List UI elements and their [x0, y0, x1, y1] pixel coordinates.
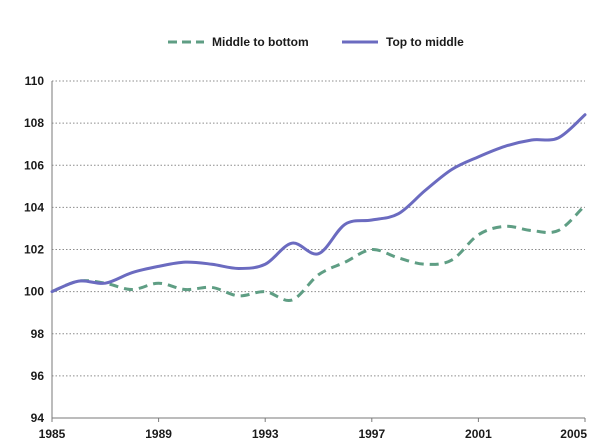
series-lines: [50, 113, 587, 303]
x-tick-label: 2001: [465, 427, 492, 441]
y-tick-label: 110: [25, 74, 45, 88]
legend-label: Top to middle: [386, 35, 464, 49]
series-line-top-to-middle: [50, 113, 587, 294]
legend-label: Middle to bottom: [212, 35, 309, 49]
axes: [51, 81, 586, 422]
y-tick-label: 102: [24, 243, 44, 257]
y-tick-labels: 94 96 98 100 102 104 106 108 110: [24, 74, 44, 425]
legend: Middle to bottom Top to middle: [168, 35, 464, 49]
y-tick-label: 108: [24, 116, 44, 130]
x-tick-label: 1993: [252, 427, 279, 441]
x-tick-label: 1997: [358, 427, 385, 441]
x-tick-label: 1985: [39, 427, 66, 441]
grid-lines: [52, 80, 585, 419]
y-tick-label: 96: [31, 369, 45, 383]
y-tick-label: 106: [24, 158, 44, 172]
y-tick-label: 94: [31, 411, 45, 425]
x-tick-label: 1989: [145, 427, 172, 441]
y-tick-label: 98: [31, 327, 45, 341]
x-tick-labels: 1985 1989 1993 1997 2001 2005: [39, 427, 588, 441]
series-line-middle-to-bottom: [51, 204, 587, 303]
x-tick-label: 2005: [560, 427, 587, 441]
y-tick-label: 100: [24, 285, 44, 299]
y-tick-label: 104: [24, 200, 44, 214]
